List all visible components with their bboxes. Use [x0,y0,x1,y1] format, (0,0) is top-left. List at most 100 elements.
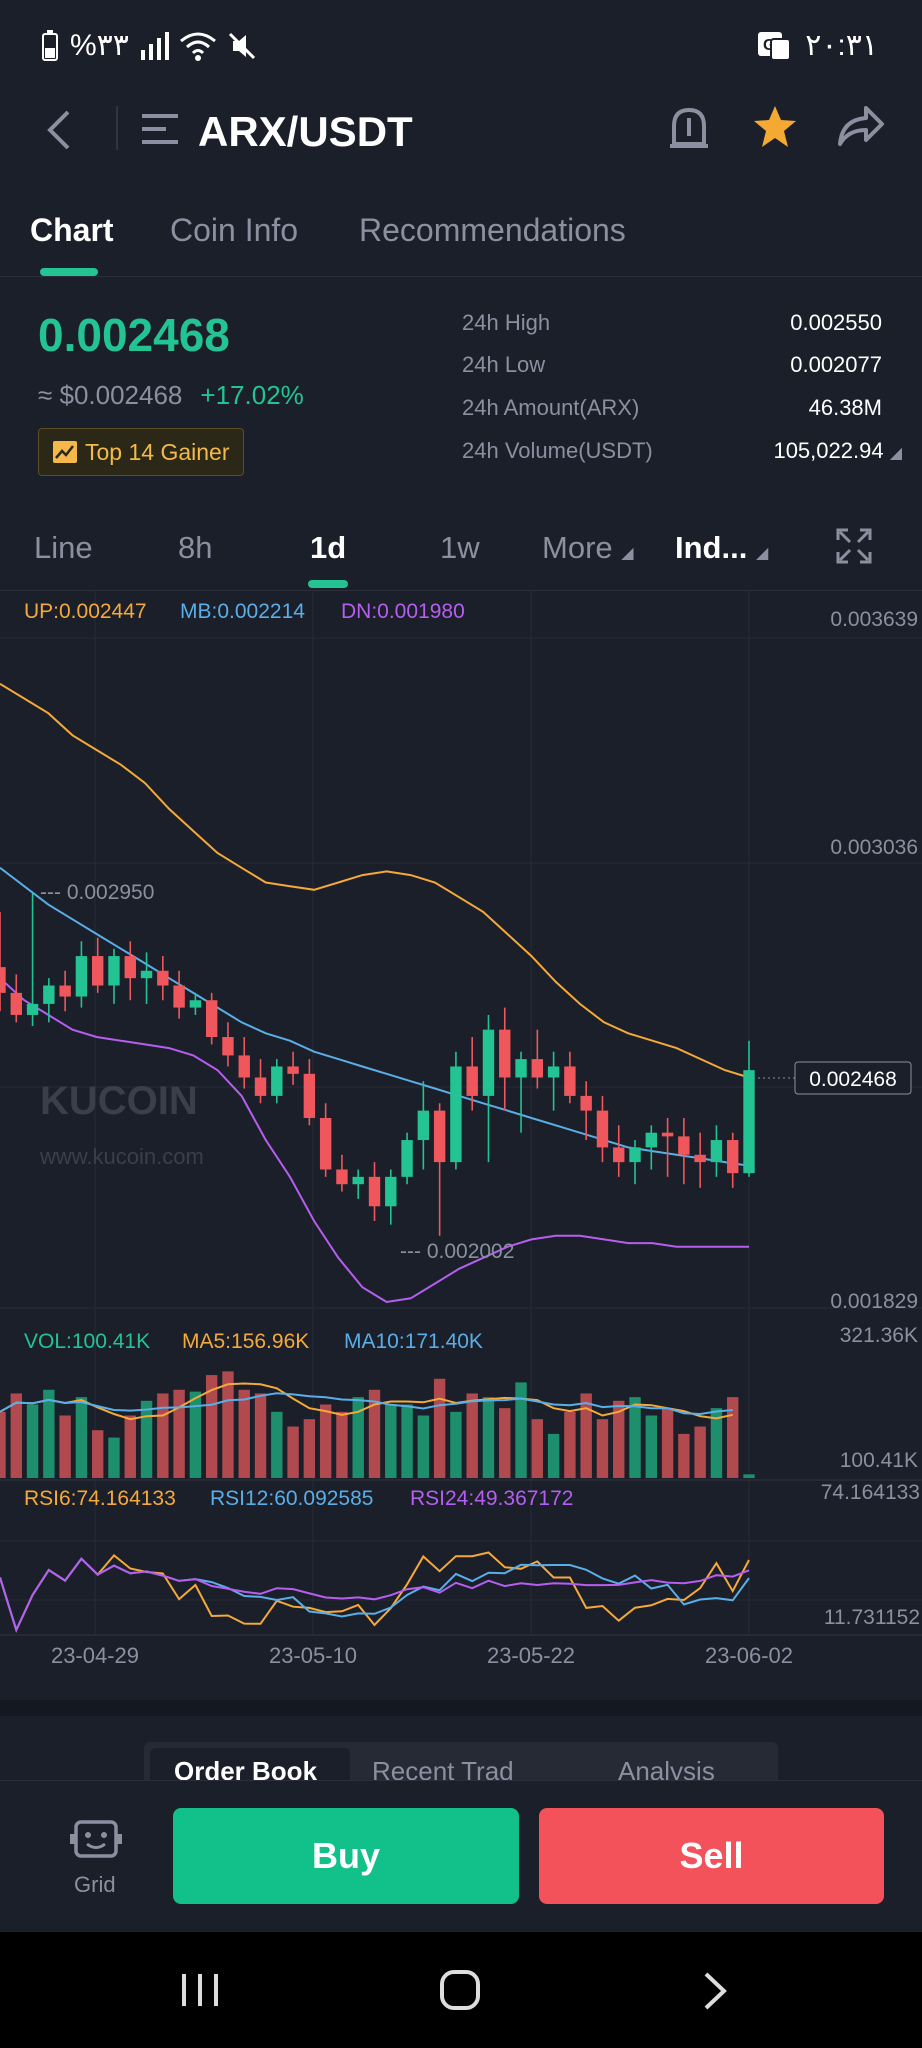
grid-bot-icon[interactable] [68,1820,124,1864]
candle-body [710,1140,723,1163]
volume-bar [336,1411,348,1478]
rsi12-line [0,1557,750,1633]
volume-bar [547,1433,560,1478]
volume-ma10-line [0,1392,733,1416]
legend-ma5: MA5:156.96K [182,1330,309,1353]
bollinger-bands [0,682,750,1304]
volume-bar [678,1433,690,1478]
volume-bar [205,1375,218,1478]
legend-mb: MB:0.002214 [180,600,305,623]
candle-body [271,1066,283,1096]
volume-bar [710,1408,723,1478]
interval-8h[interactable]: 8h [178,530,213,565]
gainer-badge[interactable]: Top 14 Gainer [38,428,245,476]
sell-button[interactable]: Sell [539,1808,884,1904]
home-icon[interactable] [438,1968,482,2012]
candle-body [173,985,185,1008]
candle-body [26,1003,39,1015]
legend-ma10: MA10:171.40K [344,1330,483,1353]
volume-bar [385,1404,397,1478]
volume-bar [417,1415,430,1478]
legend-dn: DN:0.001980 [341,600,465,623]
vol-axis-top: 321.36K [840,1324,918,1347]
candle-body [499,1029,511,1078]
main-tabs: Chart Coin Info Recommendations [0,196,922,277]
volume-bar [564,1411,576,1478]
signal-icon [140,31,169,60]
usd-price-row: ≈ $0.002468 +17.02% [38,380,304,411]
back-icon[interactable] [44,108,74,152]
mute-icon [228,32,255,59]
axis-bottom: 0.001829 [830,1290,918,1313]
tab-indicator [40,268,98,276]
tab-recent-trades[interactable]: Recent Trad [372,1756,514,1780]
interval-1w[interactable]: 1w [440,530,480,565]
low-marker: --- 0.002002 [400,1240,514,1263]
stat-label: 24h Volume(USDT) [462,438,653,463]
stat-value: 46.38M [808,395,882,420]
date-label: 23-05-22 [487,1643,575,1668]
pair-title[interactable]: ARX/USDT [198,108,413,155]
legend-rsi24: RSI24:49.367172 [410,1487,573,1510]
volume-ma5-line [0,1382,733,1421]
volume-bar [222,1371,234,1478]
grid-label[interactable]: Grid [74,1872,116,1897]
volume-bar [433,1378,446,1478]
volume-bar [75,1397,88,1478]
candle-body [91,956,104,986]
candle-body [303,1073,316,1118]
high-marker: --- 0.002950 [40,881,154,904]
volume-bar [450,1411,462,1478]
caret-icon: ◢ [755,545,769,562]
interval-line[interactable]: Line [34,530,93,565]
stat-label: 24h High [462,310,551,335]
candle-body [140,970,153,979]
volume-bar [645,1415,658,1478]
indicators-menu[interactable]: Ind... ◢ [675,530,769,565]
recents-icon[interactable] [180,1972,220,2008]
interval-tabs: Line 8h 1d 1w More ◢ Ind... ◢ [0,510,922,591]
interval-more[interactable]: More ◢ [542,530,634,565]
fullscreen-icon[interactable] [836,528,872,564]
stat-row-amount: 24h Amount(ARX) 46.38M [462,395,882,421]
candle-body [401,1140,413,1177]
volume-bar [661,1408,674,1478]
price-chart[interactable]: KUCOIN www.kucoin.com UP:0.002447 MB:0.0… [0,590,922,1700]
usd-price: ≈ $0.002468 [38,380,183,410]
stat-row-low: 24h Low 0.002077 [462,352,882,378]
menu-icon[interactable] [142,112,182,146]
candle-body [124,956,136,979]
candle-body [596,1110,609,1148]
divider [116,106,118,150]
candle-body [385,1176,397,1207]
caret-icon: ◢ [889,445,902,462]
volume-bar [727,1397,739,1478]
favorite-star-icon[interactable] [752,104,798,150]
volume-bar [499,1408,511,1478]
buy-button[interactable]: Buy [173,1808,519,1904]
candle-body [254,1077,267,1096]
tab-chart[interactable]: Chart [30,212,114,248]
rsi-axis-top: 74.164133 [821,1481,920,1504]
volume-bar [124,1415,136,1478]
candle-body [43,985,55,1004]
wifi-icon [179,32,216,61]
interval-1d[interactable]: 1d [310,530,347,565]
candle-body [352,1176,364,1185]
axis-top: 0.003639 [830,608,918,631]
volume-bar [613,1400,625,1478]
stat-label: 24h Amount(ARX) [462,395,640,420]
watermark-url: www.kucoin.com [39,1144,204,1169]
share-arrow-icon[interactable] [836,104,886,148]
tab-coin-info[interactable]: Coin Info [170,212,299,248]
tab-recommendations[interactable]: Recommendations [359,212,626,248]
interval-indicator [308,580,348,588]
tab-analysis[interactable]: Analysis [618,1756,715,1780]
candle-body [564,1066,576,1096]
back-nav-icon[interactable] [702,1970,730,2012]
price-alert-icon[interactable] [666,104,712,152]
candle-body [59,985,71,997]
tab-order-book[interactable]: Order Book [174,1756,318,1780]
volume-bar [368,1389,381,1478]
volume-bar [303,1419,316,1478]
